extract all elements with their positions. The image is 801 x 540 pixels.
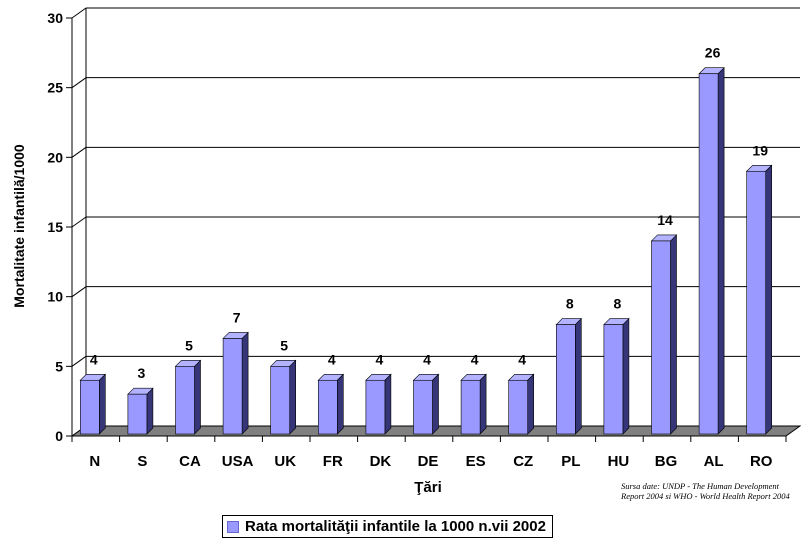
data-label: 7 <box>233 309 241 325</box>
x-tick-label: CZ <box>513 453 533 470</box>
bar <box>650 234 678 435</box>
x-tick-label: UK <box>274 453 296 470</box>
data-label: 5 <box>185 337 193 353</box>
x-tick-label: CA <box>179 453 201 470</box>
y-tick-label: 10 <box>47 289 63 305</box>
bar <box>365 373 392 435</box>
gridline-diagonal <box>71 355 87 367</box>
gridline-diagonal <box>71 286 87 298</box>
source-note: Sursa date: UNDP - The Human Development… <box>621 481 790 501</box>
bar <box>222 331 249 435</box>
gridlines <box>71 7 800 437</box>
gridline-diagonal <box>71 146 87 158</box>
bar <box>317 373 345 435</box>
x-tick-label: ES <box>466 453 486 470</box>
bar <box>603 317 630 435</box>
gridline-diagonal <box>71 7 87 19</box>
data-label: 14 <box>657 212 673 228</box>
y-tick-label: 20 <box>47 149 63 165</box>
bar <box>174 359 202 435</box>
x-tick-label: USA <box>222 453 254 470</box>
bar <box>79 373 107 435</box>
x-tick-label: HU <box>608 453 630 470</box>
gridline-diagonal <box>71 216 87 228</box>
bar <box>745 164 773 435</box>
x-axis-title: Ţări <box>414 479 442 496</box>
x-tick-label: FR <box>323 453 343 470</box>
y-tick-label: 0 <box>55 428 63 444</box>
legend: Rata mortalităţii infantile la 1000 n.vi… <box>222 515 553 538</box>
bar <box>269 359 297 435</box>
data-label: 4 <box>376 351 384 367</box>
data-label: 4 <box>423 351 431 367</box>
x-tick-label: RO <box>750 453 773 470</box>
x-tick-label: BG <box>655 453 678 470</box>
x-tick-label: AL <box>704 453 724 470</box>
data-label: 4 <box>328 351 336 367</box>
x-tick-label: N <box>89 453 100 470</box>
x-tick-label: S <box>137 453 147 470</box>
data-label: 5 <box>280 337 288 353</box>
bar <box>127 387 154 435</box>
bar <box>698 67 725 435</box>
data-label: 4 <box>90 351 98 367</box>
gridline-diagonal <box>71 77 87 89</box>
y-axis-title: Mortalitate infantilă/1000 <box>11 144 27 308</box>
data-label: 26 <box>705 45 721 61</box>
y-tick-label: 30 <box>47 10 63 26</box>
bar <box>507 373 535 435</box>
legend-label: Rata mortalităţii infantile la 1000 n.vi… <box>245 518 546 535</box>
y-tick-label: 5 <box>55 358 63 374</box>
bars <box>79 67 773 435</box>
y-axis: 0 5 10 15 20 25 30 <box>47 10 73 444</box>
x-tick-label: PL <box>561 453 580 470</box>
x-tick-label: DK <box>370 453 392 470</box>
data-label: 4 <box>518 351 526 367</box>
data-label: 8 <box>566 296 574 312</box>
bar <box>460 373 487 435</box>
data-label: 8 <box>614 296 622 312</box>
bar <box>412 373 440 435</box>
bar <box>555 317 583 435</box>
x-tick-label: DE <box>418 453 439 470</box>
x-axis: N S CA USA UK FR DK DE ES CZ PL HU BG AL RO <box>71 435 787 470</box>
data-labels: 4 3 5 7 5 4 4 4 4 4 8 8 14 26 19 <box>90 45 768 381</box>
data-label: 3 <box>138 365 146 381</box>
data-label: 4 <box>471 351 479 367</box>
y-tick-label: 15 <box>47 219 63 235</box>
y-tick-label: 25 <box>47 80 63 96</box>
legend-swatch <box>227 520 239 533</box>
data-label: 19 <box>752 142 768 158</box>
